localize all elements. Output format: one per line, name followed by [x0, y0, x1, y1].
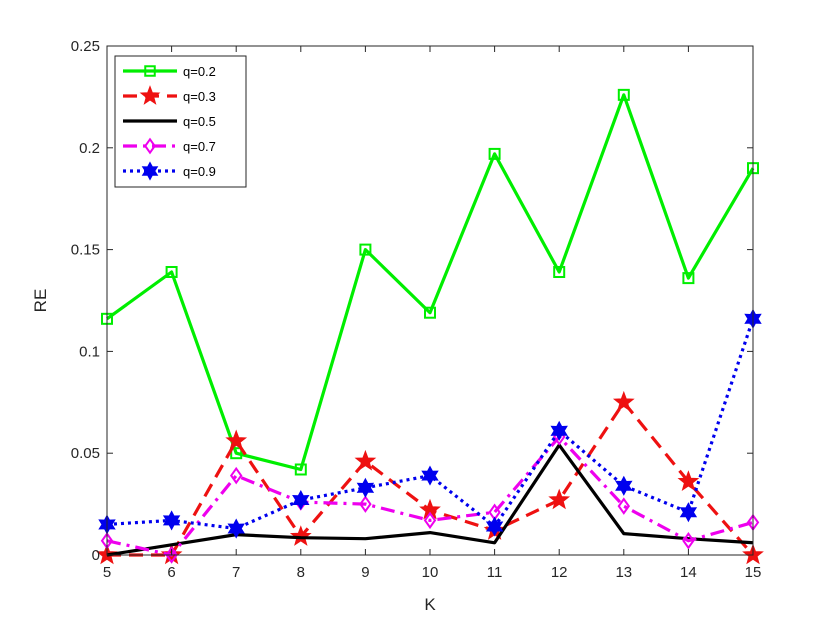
x-tick-label: 12	[551, 564, 568, 581]
x-axis-label: K	[424, 595, 436, 614]
y-tick-label: 0.1	[79, 343, 100, 360]
legend-label-q=0.2: q=0.2	[183, 64, 216, 79]
data-point-q=0.7-10	[423, 511, 437, 530]
x-tick-label: 8	[297, 564, 305, 581]
data-point-q=0.2-11	[488, 147, 501, 160]
x-tick-label: 6	[167, 564, 175, 581]
x-tick-label: 7	[232, 564, 240, 581]
data-point-q=0.9-14	[679, 502, 698, 523]
data-point-q=0.9-10	[421, 465, 439, 486]
data-point-q=0.9-6	[162, 510, 181, 531]
data-point-q=0.2-9	[359, 243, 372, 256]
data-point-q=0.3-8	[289, 525, 312, 546]
legend-label-q=0.3: q=0.3	[183, 89, 216, 104]
x-tick-label: 9	[361, 564, 369, 581]
data-point-q=0.2-13	[617, 88, 630, 101]
legend-marker-q=0.9	[141, 161, 159, 181]
data-point-q=0.2-10	[424, 306, 436, 319]
data-point-q=0.7-14	[682, 532, 695, 550]
data-point-q=0.2-7	[230, 447, 243, 460]
x-tick-label: 14	[680, 564, 697, 581]
data-point-q=0.3-7	[225, 429, 248, 451]
y-tick-label: 0	[92, 547, 100, 564]
data-point-q=0.3-9	[354, 449, 377, 471]
data-point-q=0.7-6	[165, 546, 178, 564]
data-point-q=0.3-14	[677, 470, 700, 491]
data-point-q=0.7-9	[359, 495, 372, 513]
data-point-q=0.9-13	[615, 475, 633, 496]
data-point-q=0.3-12	[548, 488, 571, 510]
x-tick-label: 13	[615, 564, 632, 581]
data-point-q=0.9-12	[550, 420, 568, 441]
series-line-q=0.7	[106, 435, 754, 557]
data-point-q=0.9-11	[485, 516, 504, 537]
series-line-q=0.2	[106, 93, 755, 472]
x-tick-label: 5	[103, 564, 111, 581]
x-tick-label: 11	[487, 564, 503, 581]
y-axis-label: RE	[31, 289, 50, 313]
legend-label-q=0.5: q=0.5	[183, 114, 216, 129]
y-tick-label: 0.15	[71, 242, 100, 259]
y-tick-label: 0.25	[71, 38, 100, 55]
y-tick-label: 0.2	[79, 140, 100, 157]
legend-label-q=0.9: q=0.9	[183, 164, 216, 179]
data-point-q=0.2-12	[553, 265, 566, 278]
data-point-q=0.9-8	[292, 489, 310, 511]
x-tick-label: 15	[745, 564, 762, 581]
legend-label-q=0.7: q=0.7	[183, 139, 216, 154]
data-point-q=0.2-6	[165, 265, 178, 278]
data-point-q=0.7-7	[229, 466, 243, 485]
data-point-q=0.9-9	[356, 477, 375, 498]
data-point-q=0.3-13	[612, 390, 635, 412]
y-tick-label: 0.05	[71, 445, 100, 462]
legend-marker-q=0.3	[139, 85, 161, 105]
data-point-q=0.2-8	[294, 463, 307, 476]
series-line-q=0.5	[106, 443, 754, 557]
data-point-q=0.2-14	[682, 272, 695, 285]
legend-marker-q=0.7	[144, 137, 156, 155]
legend-marker-q=0.2	[144, 65, 156, 77]
data-point-q=0.9-7	[227, 518, 245, 539]
data-point-q=0.7-13	[617, 497, 631, 515]
x-tick-label: 10	[422, 564, 439, 581]
